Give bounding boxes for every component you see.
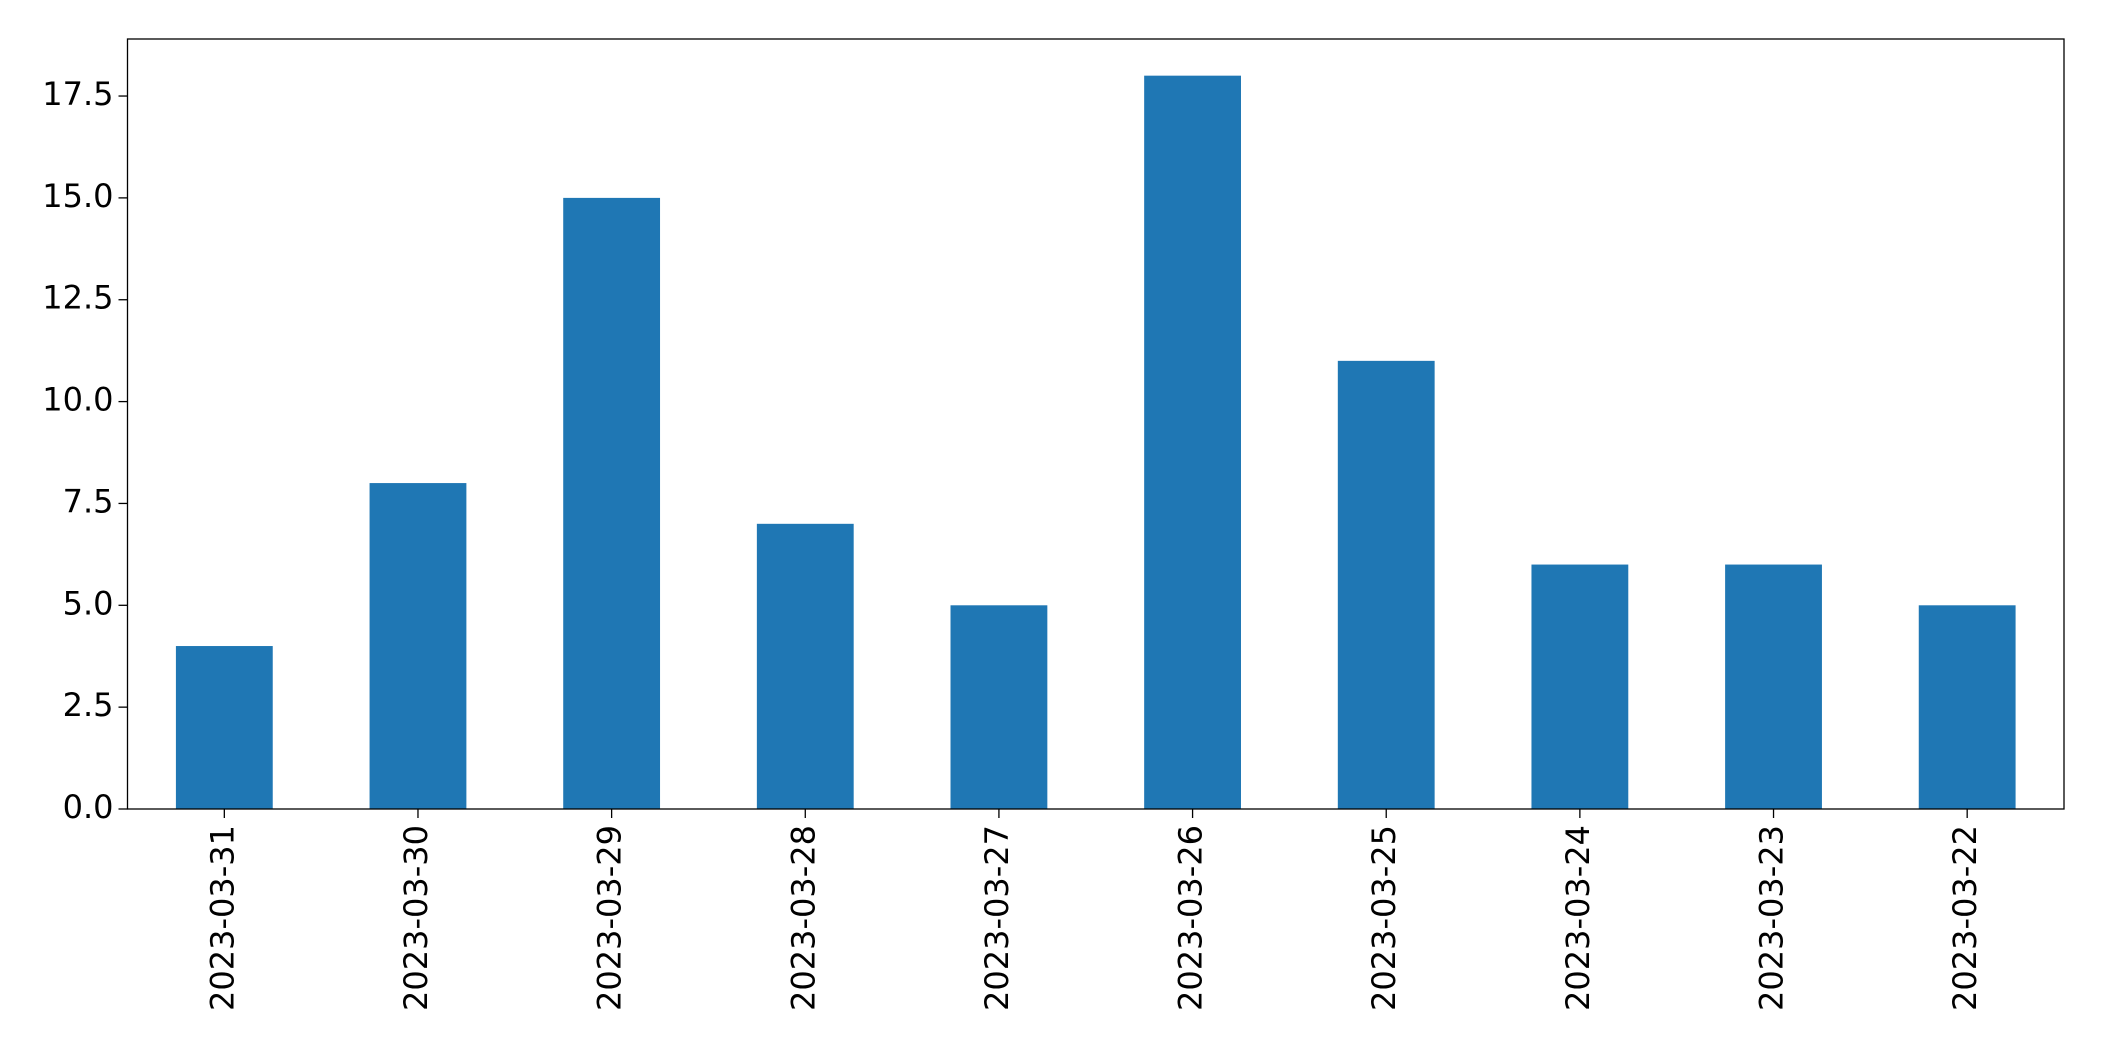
x-tick-label: 2023-03-28 (784, 825, 822, 1011)
x-tick-label: 2023-03-29 (591, 825, 629, 1011)
x-tick-label: 2023-03-30 (397, 825, 435, 1011)
bar (563, 197, 661, 809)
bar (175, 646, 273, 809)
plot-frame (126, 38, 2065, 810)
bar (1337, 360, 1435, 809)
x-tick-label: 2023-03-31 (203, 825, 241, 1011)
y-tick-label: 7.5 (63, 482, 114, 520)
bar (1144, 75, 1241, 809)
x-tick-label: 2023-03-27 (978, 825, 1016, 1011)
y-tick-label: 5.0 (63, 584, 114, 622)
bar (1918, 605, 2016, 809)
y-tick-label: 12.5 (42, 279, 113, 317)
y-tick-label: 2.5 (63, 686, 114, 724)
y-tick-label: 15.0 (42, 177, 113, 215)
x-tick-label: 2023-03-24 (1559, 825, 1597, 1011)
bar (1725, 564, 1822, 809)
y-tick-label: 10.0 (42, 381, 113, 419)
x-tick-label: 2023-03-23 (1753, 825, 1791, 1011)
y-tick-label: 0.0 (63, 788, 114, 826)
x-tick-label: 2023-03-26 (1172, 825, 1210, 1011)
bar (756, 523, 854, 809)
x-tick-label: 2023-03-22 (1946, 825, 1984, 1011)
x-tick-label: 2023-03-25 (1365, 825, 1403, 1011)
y-tick-label: 17.5 (42, 75, 113, 113)
bar (950, 605, 1048, 809)
bar (1531, 564, 1629, 809)
bar (369, 483, 467, 809)
